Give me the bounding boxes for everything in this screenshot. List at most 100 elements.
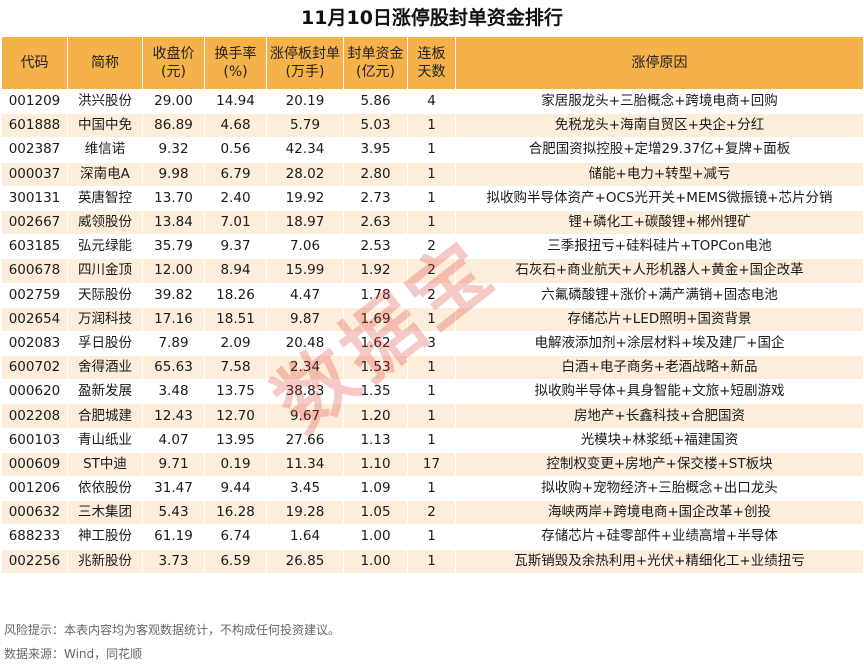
column-header-line1: 简称 [91,55,119,71]
seal-amount-cell: 2.63 [343,209,408,236]
column-header: 简称 [67,36,143,90]
close-price-cell: 35.79 [142,234,205,260]
name-cell: 深南电A [67,161,143,187]
code-cell: 002654 [1,306,68,332]
table-row: 600103 青山纸业 4.07 13.95 27.66 1.13 1 光模块+林浆纸+福建国… [1,427,864,453]
streak-days-cell: 2 [407,258,456,284]
close-price-cell: 13.70 [142,185,205,211]
close-price-cell: 5.43 [142,500,205,526]
column-header-line2: (亿元) [356,64,395,80]
code-cell: 300131 [1,185,68,211]
seal-amount-cell: 1.35 [343,379,408,405]
table-row: 600702 舍得酒业 65.63 7.58 2.34 1.53 1 白酒+电子商务+老酒战略… [1,355,864,381]
code-cell: 002387 [1,137,68,163]
code-cell: 000609 [1,451,68,478]
table-row: 002208 合肥城建 12.43 12.70 9.67 1.20 1 房地产+长鑫科技+合肥… [1,403,864,429]
seal-amount-cell: 1.78 [343,282,408,308]
column-header-line1: 涨停板封单 [270,46,340,62]
seal-volume-cell: 19.28 [266,500,344,526]
column-header: 收盘价 (元) [142,36,205,90]
code-cell: 688233 [1,524,68,550]
name-cell: 舍得酒业 [67,355,143,381]
column-header: 涨停板封单 (万手) [266,36,344,90]
code-cell: 000037 [1,161,68,187]
name-cell: 孚日股份 [67,330,143,357]
name-cell: 英唐智控 [67,185,143,211]
close-price-cell: 3.48 [142,379,205,405]
name-cell: 洪兴股份 [67,88,143,115]
turnover-cell: 13.75 [204,379,267,405]
code-cell: 001206 [1,475,68,502]
column-header-line1: 换手率 [214,46,257,62]
turnover-cell: 16.28 [204,500,267,526]
seal-amount-cell: 1.00 [343,548,408,574]
name-cell: 依依股份 [67,475,143,502]
seal-volume-cell: 20.19 [266,88,344,115]
source-note: 数据来源：Wind，同花顺 [4,647,143,661]
table-row: 001206 依依股份 31.47 9.44 3.45 1.09 1 拟收购+宠物经济+三胎概… [1,475,864,502]
streak-days-cell: 2 [407,234,456,260]
seal-volume-cell: 7.06 [266,234,344,260]
seal-volume-cell: 15.99 [266,258,344,284]
name-cell: 神工股份 [67,524,143,550]
close-price-cell: 17.16 [142,306,205,332]
code-cell: 000632 [1,500,68,526]
reason-cell: 控制权变更+房地产+保交楼+ST板块 [455,451,864,478]
column-header-line2: 天数 [417,64,446,80]
table-row: 601888 中国中免 86.89 4.68 5.79 5.03 1 免税龙头+海南自贸区+央… [1,113,864,139]
turnover-cell: 4.68 [204,113,267,139]
code-cell: 002208 [1,403,68,429]
seal-volume-cell: 27.66 [266,427,344,453]
seal-volume-cell: 20.48 [266,330,344,357]
name-cell: 兆新股份 [67,548,143,574]
reason-cell: 拟收购半导体资产+OCS光开关+MEMS微振镜+芯片分销 [455,185,864,211]
turnover-cell: 9.37 [204,234,267,260]
table-row: 603185 弘元绿能 35.79 9.37 7.06 2.53 2 三季报扭亏+硅料硅片+T… [1,234,864,260]
streak-days-cell: 1 [407,524,456,550]
seal-amount-cell: 1.13 [343,427,408,453]
column-header-line2: (%) [223,64,248,80]
close-price-cell: 9.32 [142,137,205,163]
seal-volume-cell: 3.45 [266,475,344,502]
turnover-cell: 6.74 [204,524,267,550]
turnover-cell: 6.59 [204,548,267,574]
table-row: 002387 维信诺 9.32 0.56 42.34 3.95 1 合肥国资拟控股+定增29.… [1,137,864,163]
streak-days-cell: 1 [407,475,456,502]
reason-cell: 房地产+长鑫科技+合肥国资 [455,403,864,429]
column-header-line1: 封单资金 [347,46,404,62]
seal-amount-cell: 2.53 [343,234,408,260]
turnover-cell: 0.56 [204,137,267,163]
code-cell: 001209 [1,88,68,115]
column-header-line1: 收盘价 [152,46,195,62]
table-header-row: 代码 简称 收盘价 (元) 换手率 (%) 涨停板封单 (万手) 封单资金 (亿元) 连板 天数 涨停原… [1,36,864,90]
reason-cell: 拟收购+宠物经济+三胎概念+出口龙头 [455,475,864,502]
seal-amount-cell: 1.05 [343,500,408,526]
table-row: 600678 四川金顶 12.00 8.94 15.99 1.92 2 石灰石+商业航天+人形… [1,258,864,284]
reason-cell: 锂+磷化工+碳酸锂+郴州锂矿 [455,209,864,236]
name-cell: 三木集团 [67,500,143,526]
seal-volume-cell: 9.67 [266,403,344,429]
turnover-cell: 2.09 [204,330,267,357]
close-price-cell: 4.07 [142,427,205,453]
streak-days-cell: 1 [407,403,456,429]
reason-cell: 三季报扭亏+硅料硅片+TOPCon电池 [455,234,864,260]
table-row: 002759 天际股份 39.82 18.26 4.47 1.78 2 六氟磷酸锂+涨价+满产… [1,282,864,308]
code-cell: 002759 [1,282,68,308]
reason-cell: 白酒+电子商务+老酒战略+新品 [455,355,864,381]
turnover-cell: 7.01 [204,209,267,236]
seal-volume-cell: 26.85 [266,548,344,574]
name-cell: 中国中免 [67,113,143,139]
seal-volume-cell: 38.83 [266,379,344,405]
column-header: 换手率 (%) [204,36,267,90]
close-price-cell: 65.63 [142,355,205,381]
reason-cell: 拟收购半导体+具身智能+文旅+短剧游戏 [455,379,864,405]
code-cell: 600678 [1,258,68,284]
streak-days-cell: 1 [407,113,456,139]
seal-amount-cell: 1.09 [343,475,408,502]
turnover-cell: 14.94 [204,88,267,115]
seal-amount-cell: 5.03 [343,113,408,139]
risk-note: 风险提示：本表内容均为客观数据统计，不构成任何投资建议。 [4,623,341,637]
column-header-line1: 涨停原因 [631,55,688,71]
turnover-cell: 18.51 [204,306,267,332]
table-row: 000620 盈新发展 3.48 13.75 38.83 1.35 1 拟收购半导体+具身智能… [1,379,864,405]
